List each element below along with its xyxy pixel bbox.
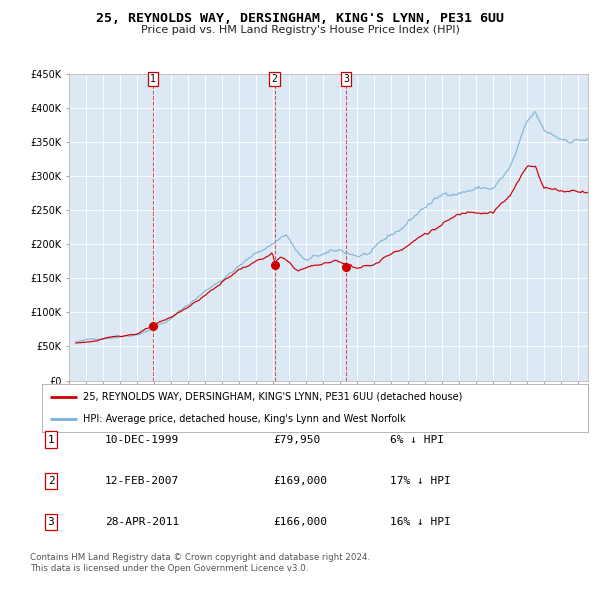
Text: 25, REYNOLDS WAY, DERSINGHAM, KING'S LYNN, PE31 6UU (detached house): 25, REYNOLDS WAY, DERSINGHAM, KING'S LYN…: [83, 392, 463, 402]
Text: 3: 3: [47, 517, 55, 527]
Text: Contains HM Land Registry data © Crown copyright and database right 2024.: Contains HM Land Registry data © Crown c…: [30, 553, 370, 562]
Text: 16% ↓ HPI: 16% ↓ HPI: [390, 517, 451, 527]
Text: 2: 2: [47, 476, 55, 486]
Text: 17% ↓ HPI: 17% ↓ HPI: [390, 476, 451, 486]
Text: 1: 1: [150, 74, 156, 84]
Text: HPI: Average price, detached house, King's Lynn and West Norfolk: HPI: Average price, detached house, King…: [83, 414, 406, 424]
Text: 2: 2: [272, 74, 278, 84]
Text: This data is licensed under the Open Government Licence v3.0.: This data is licensed under the Open Gov…: [30, 565, 308, 573]
Text: 28-APR-2011: 28-APR-2011: [105, 517, 179, 527]
Text: 12-FEB-2007: 12-FEB-2007: [105, 476, 179, 486]
Text: £79,950: £79,950: [273, 435, 320, 444]
Text: £166,000: £166,000: [273, 517, 327, 527]
Text: Price paid vs. HM Land Registry's House Price Index (HPI): Price paid vs. HM Land Registry's House …: [140, 25, 460, 35]
Text: 6% ↓ HPI: 6% ↓ HPI: [390, 435, 444, 444]
Text: 25, REYNOLDS WAY, DERSINGHAM, KING'S LYNN, PE31 6UU: 25, REYNOLDS WAY, DERSINGHAM, KING'S LYN…: [96, 12, 504, 25]
Text: 10-DEC-1999: 10-DEC-1999: [105, 435, 179, 444]
Text: 3: 3: [343, 74, 349, 84]
Text: £169,000: £169,000: [273, 476, 327, 486]
Text: 1: 1: [47, 435, 55, 444]
